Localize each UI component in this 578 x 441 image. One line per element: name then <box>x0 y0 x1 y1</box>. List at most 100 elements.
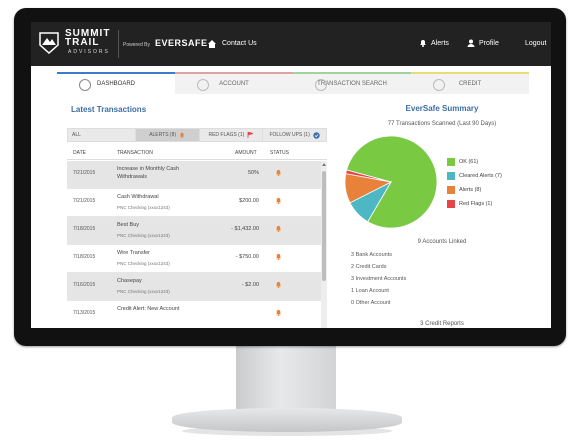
table-row[interactable]: 7/13/2015 Credit Alert: New Account <box>67 301 321 328</box>
legend-alerts: Alerts (8) <box>447 183 547 197</box>
filter-red-flags-label: RED FLAGS (1) <box>208 132 245 138</box>
profile-link[interactable]: Profile <box>467 39 499 47</box>
transaction-filters: ALL ALERTS (8) RED FLAGS (1) FOLLOW UPS … <box>67 128 327 142</box>
row-transaction-line2: Withdrawals <box>117 174 147 180</box>
main-tabs: DASHBOARD ACCOUNT TRANSACTION SEARCH CRE… <box>57 72 529 94</box>
logo-text-trail: TRAIL <box>65 37 100 48</box>
row-account: PNC Checking (xxxx1243) <box>117 233 170 238</box>
row-transaction: Chasepay <box>117 278 142 284</box>
red-flag-icon <box>247 132 254 138</box>
legend-swatch-alerts <box>447 186 455 194</box>
scroll-up-arrow-icon[interactable] <box>322 163 326 166</box>
alert-status-icon[interactable] <box>275 225 282 232</box>
home-icon[interactable] <box>207 39 217 49</box>
alerts-label: Alerts <box>431 39 449 47</box>
row-account: PNC Checking (xxxx1243) <box>117 205 170 210</box>
legend-red-flags-label: Red Flags (1) <box>459 201 493 207</box>
filter-alerts-label: ALERTS (8) <box>149 132 177 138</box>
row-date: 7/13/2015 <box>73 310 96 316</box>
alert-status-icon[interactable] <box>275 197 282 204</box>
table-row[interactable]: 7/18/2015 Best Buy PNC Checking (xxxx124… <box>67 217 321 245</box>
eversafe-summary-title: EverSafe Summary <box>405 104 479 113</box>
account-count-credit-cards: 2 Credit Cards <box>351 264 387 270</box>
scroll-thumb[interactable] <box>322 171 326 281</box>
alerts-link[interactable]: Alerts <box>419 39 449 47</box>
row-amount: - $750.00 <box>235 254 259 260</box>
col-amount: AMOUNT <box>235 150 257 156</box>
col-date: DATE <box>73 150 86 156</box>
alert-status-icon[interactable] <box>275 169 282 176</box>
table-row[interactable]: 7/21/2015 Cash Withdrawal PNC Checking (… <box>67 189 321 217</box>
row-transaction: Credit Alert: New Account <box>117 306 180 312</box>
user-icon <box>467 39 475 47</box>
tab-transaction-search[interactable]: TRANSACTION SEARCH <box>293 72 411 94</box>
row-amount: 50% <box>247 170 259 176</box>
account-count-other: 0 Other Account <box>351 300 391 306</box>
table-row[interactable]: 7/18/2015 Wire Transfer PNC Checking (xx… <box>67 245 321 273</box>
filter-red-flags[interactable]: RED FLAGS (1) <box>200 129 264 141</box>
app-screen: SUMMIT TRAIL ADVISORS Powered By EVERSAF… <box>31 22 551 328</box>
alerts-pie-chart <box>344 135 438 229</box>
transactions-header: DATE TRANSACTION AMOUNT STATUS <box>67 148 327 160</box>
legend-cleared-alerts: Cleared Alerts (7) <box>447 169 547 183</box>
filter-alerts[interactable]: ALERTS (8) <box>135 129 200 141</box>
legend-alerts-label: Alerts (8) <box>459 187 482 193</box>
legend-ok: OK (61) <box>447 155 547 169</box>
transactions-scanned: 77 Transactions Scanned (Last 90 Days) <box>387 121 497 127</box>
filter-all[interactable]: ALL <box>68 129 136 141</box>
tab-account-label: ACCOUNT <box>219 81 249 87</box>
logo-text-advisors: ADVISORS <box>68 49 110 55</box>
eversafe-brand: EVERSAFE <box>155 38 208 48</box>
account-count-bank: 3 Bank Accounts <box>351 252 392 258</box>
legend-swatch-ok <box>447 158 455 166</box>
row-amount: $200.00 <box>239 198 259 204</box>
table-row[interactable]: 7/16/2015 Chasepay PNC Checking (xxxx124… <box>67 273 321 301</box>
filter-follow-ups[interactable]: FOLLOW UPS (1) <box>263 129 326 141</box>
powered-by-label: Powered By <box>123 42 150 48</box>
account-breakdown: 3 Bank Accounts 2 Credit Cards 3 Investm… <box>351 252 541 312</box>
tab-account[interactable]: ACCOUNT <box>175 72 293 94</box>
mountain-shield-icon <box>39 32 59 55</box>
legend-red-flags: Red Flags (1) <box>447 197 547 211</box>
row-amount: - $1,432.00 <box>231 226 259 232</box>
alert-status-icon[interactable] <box>275 281 282 288</box>
row-date: 7/18/2015 <box>73 254 96 260</box>
tab-dashboard-label: DASHBOARD <box>96 81 135 87</box>
pie-legend: OK (61) Cleared Alerts (7) Alerts (8) Re… <box>447 155 547 211</box>
monitor-stand <box>236 338 336 416</box>
legend-cleared-alerts-label: Cleared Alerts (7) <box>459 173 502 179</box>
row-account: PNC Checking (xxxx1243) <box>117 289 170 294</box>
pie-slice-red-flags <box>345 169 392 183</box>
legend-ok-label: OK (61) <box>459 159 479 165</box>
row-account: PNC Checking (xxxx1243) <box>117 261 170 266</box>
logo-divider <box>118 30 119 58</box>
summit-trail-logo[interactable]: SUMMIT TRAIL ADVISORS <box>38 28 118 60</box>
credit-icon <box>433 79 445 91</box>
account-count-loan: 1 Loan Account <box>351 288 389 294</box>
logout-link[interactable]: Logout <box>525 40 547 47</box>
logo-text-summit: SUMMIT <box>65 28 111 39</box>
tab-credit[interactable]: CREDIT <box>411 72 529 94</box>
tab-transaction-search-label: TRANSACTION SEARCH <box>317 81 387 87</box>
search-icon <box>315 79 327 91</box>
dashboard-icon <box>79 79 91 91</box>
table-row[interactable]: 7/21/2015 Increase in Monthly Cash Withd… <box>67 161 321 189</box>
alert-status-icon[interactable] <box>275 309 282 316</box>
tab-credit-label: CREDIT <box>458 81 482 87</box>
transactions-scrollbar[interactable] <box>321 161 327 328</box>
bell-icon <box>179 132 185 138</box>
row-transaction: Best Buy <box>117 222 140 228</box>
accounts-linked: 9 Accounts Linked <box>417 239 467 245</box>
credit-reports-count: 3 Credit Reports <box>420 321 464 327</box>
monitor-base <box>172 408 402 432</box>
contact-us-link[interactable]: Contact Us <box>222 40 257 47</box>
row-transaction: Cash Withdrawal <box>117 194 159 200</box>
alert-status-icon[interactable] <box>275 253 282 260</box>
col-transaction: TRANSACTION <box>117 150 153 156</box>
filter-follow-ups-label: FOLLOW UPS (1) <box>269 132 310 138</box>
transactions-list: 7/21/2015 Increase in Monthly Cash Withd… <box>67 161 321 328</box>
tab-dashboard[interactable]: DASHBOARD <box>57 72 175 94</box>
row-transaction: Increase in Monthly Cash <box>117 166 180 172</box>
row-amount: - $2.00 <box>241 282 259 288</box>
